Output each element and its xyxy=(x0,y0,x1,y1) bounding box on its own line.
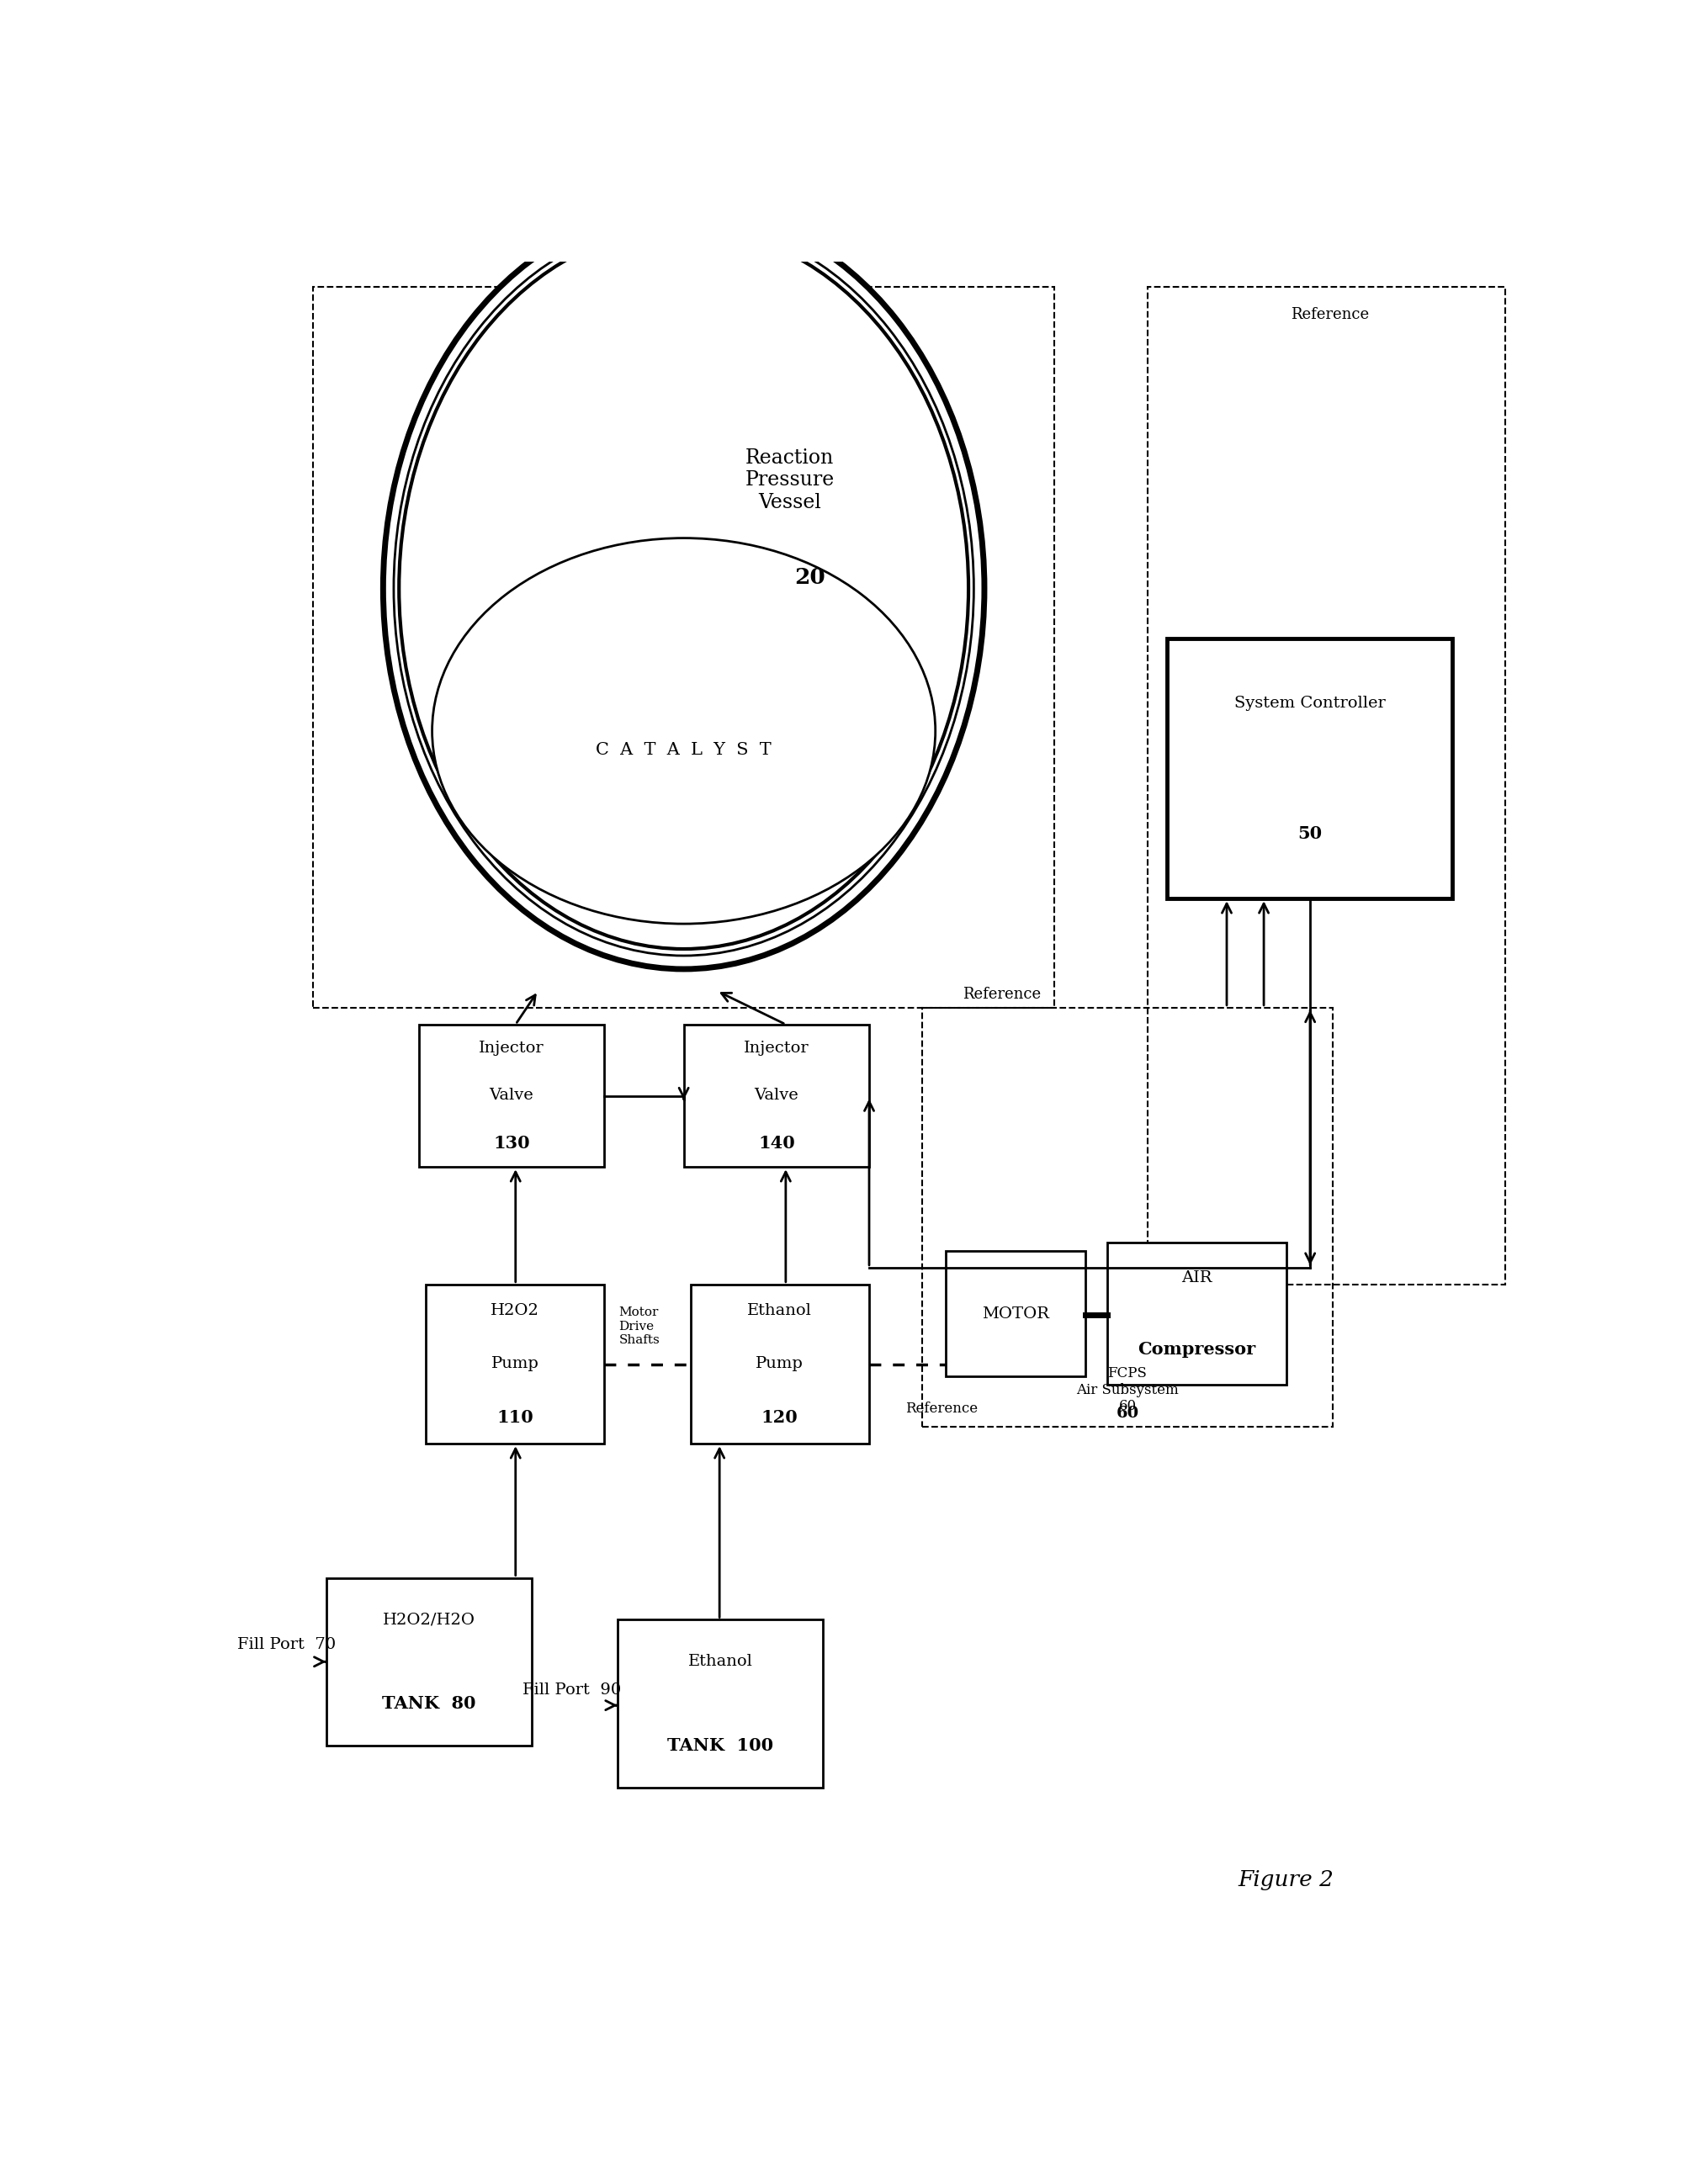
Ellipse shape xyxy=(383,207,984,969)
Text: Valve: Valve xyxy=(753,1089,798,1104)
Text: Ethanol: Ethanol xyxy=(688,1653,752,1668)
Text: Injector: Injector xyxy=(478,1041,543,1056)
Text: MOTOR: MOTOR xyxy=(982,1307,1049,1322)
Text: 130: 130 xyxy=(494,1135,529,1152)
FancyBboxPatch shape xyxy=(946,1250,1085,1376)
FancyBboxPatch shape xyxy=(617,1620,823,1788)
FancyBboxPatch shape xyxy=(1107,1241,1286,1385)
FancyBboxPatch shape xyxy=(683,1024,869,1167)
Text: 140: 140 xyxy=(758,1135,794,1152)
Text: C  A  T  A  L  Y  S  T: C A T A L Y S T xyxy=(596,743,772,758)
Ellipse shape xyxy=(393,222,974,956)
Text: Reference: Reference xyxy=(1290,307,1368,322)
Ellipse shape xyxy=(432,538,934,923)
Text: 60: 60 xyxy=(1115,1407,1138,1420)
Text: TANK  80: TANK 80 xyxy=(381,1694,475,1712)
Text: Fill Port  90: Fill Port 90 xyxy=(523,1684,620,1699)
FancyBboxPatch shape xyxy=(1167,638,1452,900)
Text: Reference: Reference xyxy=(962,987,1040,1002)
Text: Ethanol: Ethanol xyxy=(746,1302,811,1318)
Ellipse shape xyxy=(400,229,968,950)
Ellipse shape xyxy=(400,229,968,950)
Text: Figure 2: Figure 2 xyxy=(1238,1869,1334,1891)
Text: 50: 50 xyxy=(1296,825,1320,843)
Text: Valve: Valve xyxy=(488,1089,533,1104)
Text: FCPS
Air Subsystem
60: FCPS Air Subsystem 60 xyxy=(1076,1366,1179,1414)
Text: Injector: Injector xyxy=(743,1041,808,1056)
Text: H2O2: H2O2 xyxy=(490,1302,540,1318)
FancyBboxPatch shape xyxy=(425,1285,605,1444)
Text: Reference: Reference xyxy=(905,1400,977,1416)
Text: H2O2/H2O: H2O2/H2O xyxy=(383,1612,475,1627)
Text: AIR: AIR xyxy=(1180,1270,1211,1285)
Text: Motor
Drive
Shafts: Motor Drive Shafts xyxy=(618,1307,659,1346)
Text: Compressor: Compressor xyxy=(1138,1342,1255,1357)
Text: 120: 120 xyxy=(762,1409,798,1427)
Text: Fill Port  70: Fill Port 70 xyxy=(237,1638,336,1653)
FancyBboxPatch shape xyxy=(418,1024,605,1167)
FancyBboxPatch shape xyxy=(690,1285,869,1444)
Text: System Controller: System Controller xyxy=(1233,697,1385,712)
Text: Reaction
Pressure
Vessel: Reaction Pressure Vessel xyxy=(745,449,834,512)
Text: Pump: Pump xyxy=(490,1357,538,1372)
FancyBboxPatch shape xyxy=(326,1577,531,1745)
Text: 110: 110 xyxy=(497,1409,533,1427)
Text: TANK  100: TANK 100 xyxy=(666,1738,772,1753)
Text: Pump: Pump xyxy=(755,1357,803,1372)
Text: 20: 20 xyxy=(794,566,825,588)
